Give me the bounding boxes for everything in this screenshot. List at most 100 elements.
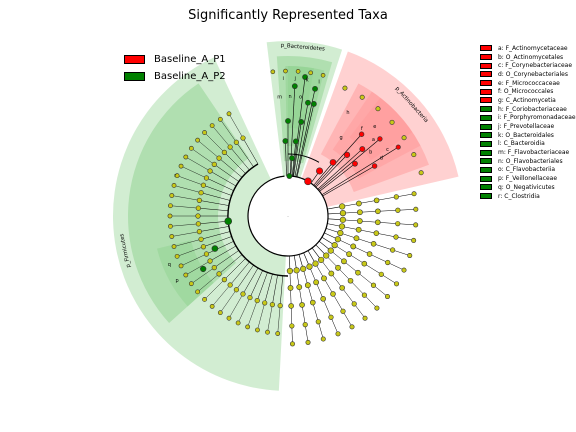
taxa-legend-label-p: p: F_Veillonellaceae (498, 175, 558, 183)
branch-right-6-3 (364, 263, 382, 275)
branch-firmicutes-24 (191, 148, 215, 165)
branch-right-5-2 (353, 246, 370, 255)
node-right-4-3 (390, 247, 396, 253)
node-negativicutes (211, 245, 219, 252)
node-bacteroidetes-0 (286, 173, 293, 179)
node-right-3-2 (373, 230, 380, 236)
branch-right-14-2 (290, 287, 292, 306)
node-right-8-3 (361, 292, 368, 298)
spoke-bacteroidetes-10 (292, 77, 306, 177)
node-firmicutes-outer-24 (188, 145, 194, 151)
node-right-13-4 (305, 339, 311, 345)
clade-letter-e: e (373, 124, 376, 130)
node-firmicutes-outer-7 (209, 303, 215, 309)
taxa-legend-swatch-e (480, 80, 492, 87)
node-firmicutes-inner-26 (221, 149, 227, 155)
branch-right-4-3 (373, 243, 393, 251)
node-firmicutes-outer-26 (202, 130, 207, 135)
branch-firmicutes-16 (170, 223, 199, 227)
branch-firmicutes-3 (247, 300, 258, 327)
clade-letter-j: j (294, 76, 296, 82)
node-right-12-3 (315, 319, 321, 325)
node-firmicutes-inner-14 (198, 236, 204, 242)
node-actino-5 (352, 160, 358, 167)
node-right-13-3 (302, 322, 308, 328)
node-actino-leaf-24 (342, 85, 348, 91)
node-actino-leaf-56 (401, 135, 407, 141)
node-firmicutes-inner-11 (207, 258, 213, 264)
taxa-legend-label-n: n: O_Flavobacteriales (498, 157, 563, 165)
spoke-firmicutes-6 (236, 265, 254, 290)
node-actino-4 (359, 146, 366, 152)
taxa-legend-item-c: c: F_Corynebacteriaceae (480, 61, 576, 70)
branch-right-13-2 (299, 287, 303, 305)
branch-firmicutes-2 (257, 302, 265, 331)
node-firmicutes-outer-27 (209, 123, 215, 129)
node-right-1-0 (339, 210, 347, 217)
legend-swatch-p1 (124, 55, 145, 64)
branch-firmicutes-20 (173, 185, 202, 193)
branch-firmicutes-6 (220, 289, 237, 313)
taxa-legend-item-e: e: F_Micrococcaceae (480, 79, 576, 88)
node-firmicutes-inner-21 (200, 182, 207, 188)
spoke-firmicutes-1 (272, 275, 278, 305)
node-firmicutes-inner-6 (233, 287, 239, 293)
taxa-legend-label-q: q: O_Negativicutes (498, 183, 555, 191)
node-firmicutes-outer-6 (217, 310, 223, 316)
branch-firmicutes-1 (267, 304, 273, 333)
spoke-firmicutes-5 (242, 267, 259, 295)
node-firmicutes-inner-28 (233, 139, 239, 145)
taxa-legend-label-l: l: C_Bacteroidia (498, 140, 545, 148)
node-right-13-2 (299, 302, 305, 308)
node-right-1-1 (357, 209, 363, 216)
node-bacteroidetes-10 (302, 74, 308, 80)
node-bacteroidetes-leaf-9 (308, 70, 313, 76)
branch-right-6-4 (381, 274, 397, 285)
taxa-legend: a: F_Actinomycetaceae b: O_Actinomycetale… (480, 44, 576, 200)
taxa-legend-label-g: g: C_Actinomycetia (498, 96, 556, 104)
node-right-6-0 (331, 242, 338, 249)
node-firmicutes-outer-12 (178, 263, 184, 269)
taxa-legend-swatch-b (480, 54, 492, 61)
node-right-9-2 (339, 285, 345, 291)
node-bacteroidetes-6 (285, 118, 291, 124)
taxa-legend-swatch-r (480, 193, 492, 200)
node-right-4-2 (370, 241, 377, 247)
clade-letter-o: o (299, 95, 302, 101)
node-right-1-2 (375, 208, 381, 215)
taxa-legend-swatch-m (480, 149, 492, 156)
node-firmicutes-outer-8 (202, 297, 207, 302)
legend-item-p2: Baseline_A_P2 (124, 68, 226, 85)
spoke-bacteroidetes-7 (296, 103, 315, 178)
node-bacteroidetes-7 (310, 101, 317, 107)
branch-firmicutes-19 (171, 195, 200, 201)
node-right-13-1 (296, 284, 303, 291)
spoke-firmicutes-22 (206, 177, 234, 191)
node-right-2-2 (374, 219, 381, 226)
branch-right-10-2 (323, 278, 334, 295)
branch-right-13-3 (301, 304, 306, 325)
node-right-12-4 (320, 336, 326, 342)
node-firmicutes-inner-29 (240, 135, 246, 141)
branch-right-2-2 (359, 220, 378, 223)
branch-right-14-3 (290, 305, 293, 326)
sector-clostridia (128, 83, 249, 324)
branch-right-13-4 (304, 324, 309, 343)
legend-label-p1: Baseline_A_P1 (154, 54, 226, 65)
node-firmicutes-inner-27 (227, 144, 233, 150)
node-bacteroidetes-leaf--1 (283, 68, 288, 74)
branch-right-12-3 (312, 302, 319, 322)
node-actino-leaf-64 (411, 152, 417, 158)
node-firmicutes-outer-25 (195, 137, 201, 143)
spoke-firmicutes-4 (249, 270, 263, 298)
spoke-firmicutes-8 (224, 258, 246, 280)
node-actino-leaf-72 (418, 170, 424, 176)
node-firmicutes-outer-14 (171, 244, 177, 249)
node-right-11-1 (313, 279, 320, 286)
branch-right-11-4 (330, 317, 339, 334)
spoke-firmicutes-15 (199, 226, 229, 232)
clade-letter-f: f (361, 126, 363, 132)
node-firmicutes-inner-19 (196, 197, 202, 203)
sector-actino-family (349, 97, 413, 161)
spoke-firmicutes-9 (218, 254, 243, 275)
